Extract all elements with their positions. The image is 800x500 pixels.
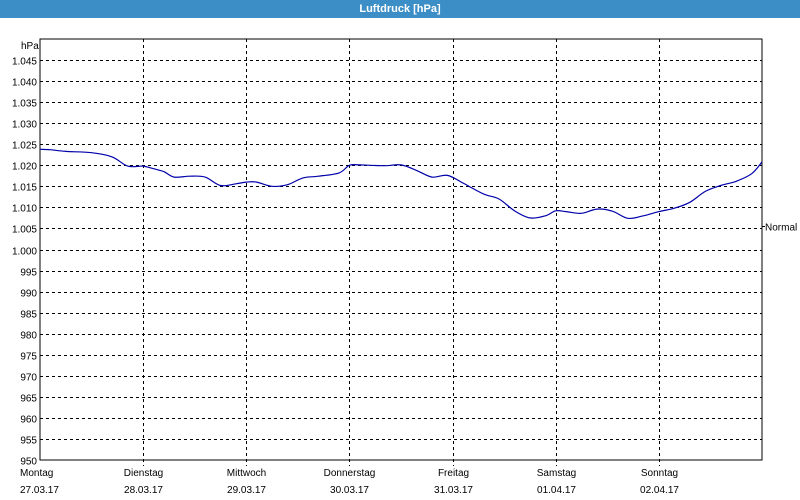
y-tick-label: 1.030 — [12, 120, 37, 131]
pressure-series-line — [39, 148, 763, 220]
reference-line-label: Normal — [765, 223, 797, 234]
y-tick-label: 980 — [20, 331, 37, 342]
y-tick-label: 1.015 — [12, 183, 37, 194]
y-tick-label: 1.025 — [12, 141, 37, 152]
y-tick-label: 1.020 — [12, 162, 37, 173]
y-tick-label: 1.010 — [12, 204, 37, 215]
y-tick-label: 970 — [20, 373, 37, 384]
y-tick-label: 965 — [20, 394, 37, 405]
y-tick-label: 990 — [20, 289, 37, 300]
x-tick-day: Mittwoch — [227, 468, 266, 479]
x-tick-day: Freitag — [438, 468, 469, 479]
y-tick-label: 985 — [20, 310, 37, 321]
x-tick-day: Montag — [20, 468, 53, 479]
y-tick-labels: 950 955 960 965 970 975 980 985 990 995 1.000 1.005… — [12, 57, 37, 468]
y-axis-label: hPa — [21, 41, 39, 52]
x-tick-date: 31.03.17 — [434, 485, 473, 496]
y-tick-label: 955 — [20, 436, 37, 447]
plot-frame — [39, 38, 763, 461]
x-tick-day: Donnerstag — [324, 468, 376, 479]
y-tick-label: 1.035 — [12, 99, 37, 110]
y-tick-label: 950 — [20, 457, 37, 468]
grid — [39, 38, 765, 466]
chart-title: Luftdruck [hPa] — [0, 0, 800, 18]
x-tick-date: 30.03.17 — [330, 485, 369, 496]
x-tick-day: Samstag — [537, 468, 576, 479]
x-tick-date: 02.04.17 — [640, 485, 679, 496]
y-tick-label: 975 — [20, 352, 37, 363]
x-tick-labels: Montag 27.03.17 Dienstag 28.03.17 Mittwoch 29… — [20, 468, 679, 496]
series — [39, 148, 763, 220]
x-tick-date: 29.03.17 — [227, 485, 266, 496]
y-tick-label: 1.040 — [12, 78, 37, 89]
x-tick-date: 28.03.17 — [124, 485, 163, 496]
x-tick-day: Dienstag — [124, 468, 163, 479]
x-tick-date: 27.03.17 — [20, 485, 59, 496]
y-tick-label: 960 — [20, 415, 37, 426]
x-tick-date: 01.04.17 — [537, 485, 576, 496]
y-tick-label: 1.005 — [12, 225, 37, 236]
x-tick-day: Sonntag — [641, 468, 678, 479]
y-tick-label: 1.045 — [12, 57, 37, 68]
y-tick-label: 1.000 — [12, 247, 37, 258]
y-tick-label: 995 — [20, 268, 37, 279]
